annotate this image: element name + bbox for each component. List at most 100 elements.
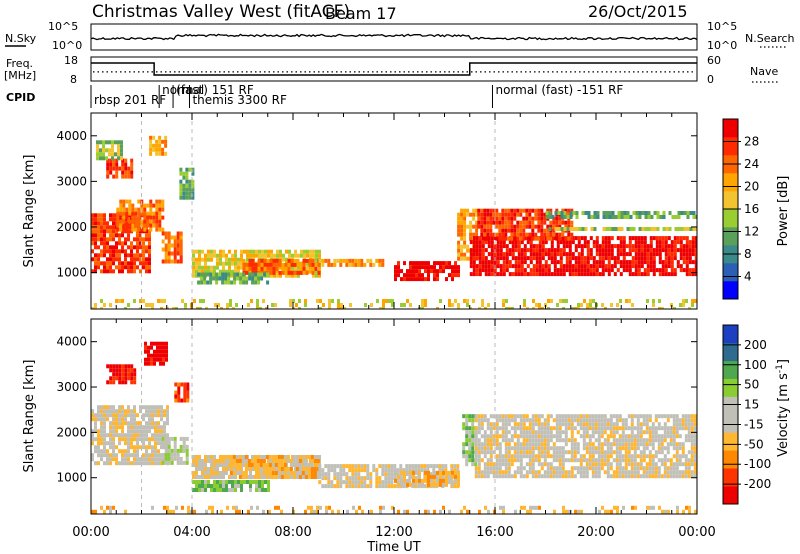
heatmap-cell xyxy=(421,478,424,483)
heatmap-cell xyxy=(644,215,648,219)
heatmap-cell xyxy=(612,474,616,479)
velocity-ylabel: Slant Range [km] xyxy=(22,360,37,473)
heatmap-cell xyxy=(615,438,619,443)
heatmap-cell xyxy=(669,426,673,431)
heatmap-cell xyxy=(130,437,133,442)
heatmap-cell xyxy=(568,268,572,273)
heatmap-cell xyxy=(649,505,652,510)
heatmap-cell xyxy=(606,426,610,431)
heatmap-cell xyxy=(492,470,496,475)
heatmap-cell xyxy=(295,303,298,307)
heatmap-cell xyxy=(216,467,219,471)
heatmap-cell xyxy=(124,437,127,442)
heatmap-cell xyxy=(519,458,523,463)
heatmap-cell xyxy=(408,480,412,485)
heatmap-cell xyxy=(406,277,409,282)
heatmap-cell xyxy=(516,236,520,241)
heatmap-cell xyxy=(109,225,112,230)
heatmap-cell xyxy=(610,252,614,257)
heatmap-cell xyxy=(242,266,246,271)
heatmap-cell xyxy=(253,475,257,479)
heatmap-cell xyxy=(298,459,302,463)
colorbar-swatch xyxy=(723,432,738,451)
heatmap-cell xyxy=(100,221,103,226)
heatmap-cell xyxy=(117,156,120,161)
heatmap-cell xyxy=(558,474,562,479)
heatmap-cell xyxy=(97,237,100,242)
heatmap-cell xyxy=(585,466,589,471)
heatmap-cell xyxy=(604,268,608,273)
heatmap-cell xyxy=(601,505,604,510)
heatmap-cell xyxy=(309,463,312,467)
heatmap-cell xyxy=(570,414,574,419)
heatmap-cell xyxy=(318,480,322,485)
heatmap-cell xyxy=(103,405,106,410)
heatmap-cell xyxy=(363,468,367,473)
heatmap-cell xyxy=(160,417,163,422)
heatmap-cell xyxy=(579,434,583,439)
heatmap-cell xyxy=(145,409,148,414)
heatmap-cell xyxy=(531,454,535,459)
heatmap-cell xyxy=(148,253,151,258)
heatmap-cell xyxy=(148,441,151,446)
heatmap-cell xyxy=(667,248,671,253)
heatmap-cell xyxy=(571,252,575,257)
heatmap-cell xyxy=(581,211,585,215)
heatmap-cell xyxy=(654,454,658,459)
heatmap-cell xyxy=(240,484,243,488)
heatmap-cell xyxy=(573,458,577,463)
heatmap-cell xyxy=(466,244,470,249)
heatmap-cell xyxy=(609,414,613,419)
heatmap-cell xyxy=(675,450,679,455)
heatmap-cell xyxy=(239,276,243,281)
heatmap-cell xyxy=(124,457,127,462)
heatmap-cell xyxy=(445,482,448,487)
heatmap-cell xyxy=(616,236,620,241)
heatmap-cell xyxy=(486,466,490,471)
heatmap-cell xyxy=(269,270,273,275)
heatmap-cell xyxy=(649,264,653,269)
heatmap-cell xyxy=(118,217,121,222)
heatmap-cell xyxy=(151,445,154,450)
heatmap-cell xyxy=(203,276,207,281)
heatmap-cell xyxy=(478,244,482,249)
heatmap-cell xyxy=(139,433,142,438)
heatmap-cell xyxy=(409,273,412,278)
heatmap-cell xyxy=(198,269,201,274)
heatmap-cell xyxy=(591,422,595,427)
heatmap-cell xyxy=(121,249,124,254)
heatmap-cell xyxy=(314,262,318,267)
heatmap-cell xyxy=(647,211,651,215)
heatmap-cell xyxy=(262,299,265,303)
heatmap-cell xyxy=(636,462,640,467)
heatmap-cell xyxy=(115,241,118,246)
heatmap-cell xyxy=(246,459,249,463)
heatmap-cell xyxy=(565,268,569,273)
heatmap-cell xyxy=(486,442,490,447)
heatmap-cell xyxy=(573,474,577,479)
heatmap-cell xyxy=(468,418,472,423)
heatmap-cell xyxy=(534,438,538,443)
heatmap-cell xyxy=(605,227,609,231)
heatmap-cell xyxy=(243,249,246,254)
heatmap-cell xyxy=(289,463,293,467)
heatmap-cell xyxy=(429,472,433,477)
heatmap-cell xyxy=(664,268,668,273)
heatmap-cell xyxy=(318,464,322,469)
heatmap-cell xyxy=(645,462,649,467)
heatmap-cell xyxy=(118,461,121,466)
heatmap-cell xyxy=(563,227,567,231)
heatmap-cell xyxy=(109,437,112,442)
heatmap-cell xyxy=(664,252,668,257)
heatmap-cell xyxy=(556,244,560,249)
heatmap-cell xyxy=(411,468,415,473)
heatmap-cell xyxy=(124,237,127,242)
heatmap-cell xyxy=(540,474,544,479)
heatmap-cell xyxy=(538,244,542,249)
heatmap-cell xyxy=(272,270,276,275)
heatmap-cell xyxy=(130,261,133,266)
heatmap-cell xyxy=(198,455,201,459)
heatmap-cell xyxy=(118,421,121,426)
heatmap-cell xyxy=(507,236,511,241)
